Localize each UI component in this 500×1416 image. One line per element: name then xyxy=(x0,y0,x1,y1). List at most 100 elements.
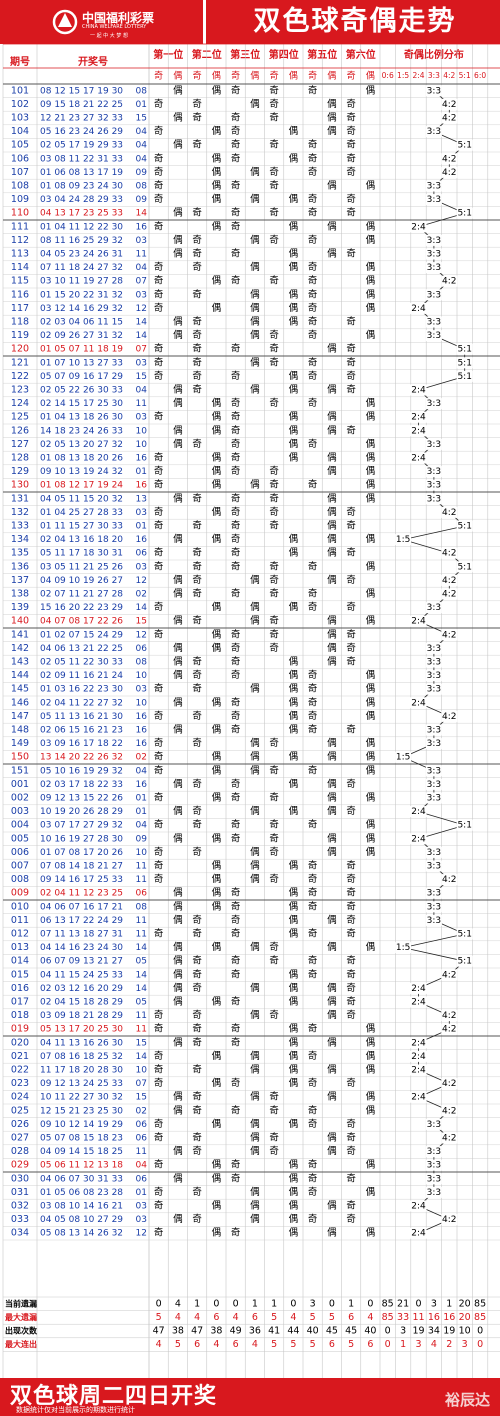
odd-mark: 奇 xyxy=(192,492,202,504)
blue-ball-cell: 16 xyxy=(136,739,148,749)
even-mark: 偶 xyxy=(212,792,222,804)
blue-ball-cell: 15 xyxy=(136,372,147,382)
blue-ball-cell: 16 xyxy=(136,712,148,722)
period-cell: 130 xyxy=(11,480,29,491)
blue-ball-cell: 15 xyxy=(136,1038,147,1048)
odd-mark: 奇 xyxy=(192,588,202,600)
odd-mark: 奇 xyxy=(231,955,241,967)
stat-value: 4 xyxy=(233,1312,239,1323)
stat-value: 10 xyxy=(459,1326,471,1337)
even-mark: 偶 xyxy=(366,764,376,776)
ratio-mark-bg xyxy=(456,139,473,151)
period-cell: 143 xyxy=(11,657,29,668)
even-mark: 偶 xyxy=(212,1227,222,1239)
even-mark: 偶 xyxy=(327,1009,337,1021)
odd-mark: 奇 xyxy=(308,683,318,695)
even-mark: 偶 xyxy=(250,615,260,627)
ratio-mark-bg xyxy=(425,846,442,858)
odd-mark: 奇 xyxy=(346,384,356,396)
even-mark: 偶 xyxy=(327,533,337,545)
odd-mark: 奇 xyxy=(269,955,279,967)
ratio-mark: 2:4 xyxy=(411,413,426,423)
period-cell: 148 xyxy=(11,725,29,736)
odd-mark: 奇 xyxy=(231,996,241,1008)
odd-mark: 奇 xyxy=(269,792,279,804)
even-mark: 偶 xyxy=(327,1145,337,1157)
even-mark: 偶 xyxy=(289,996,299,1008)
even-mark: 偶 xyxy=(250,316,260,328)
numbers-cell: 01 04 11 12 22 30 xyxy=(40,222,123,232)
period-cell: 027 xyxy=(11,1133,29,1144)
odd-mark: 奇 xyxy=(308,860,318,872)
even-mark: 偶 xyxy=(212,996,222,1008)
odd-mark: 奇 xyxy=(231,1104,241,1116)
ratio-mark-bg xyxy=(410,996,427,1008)
ratio-mark: 2:4 xyxy=(411,1038,426,1048)
blue-ball-cell: 14 xyxy=(136,318,148,328)
ratio-mark-bg xyxy=(441,1132,458,1144)
even-mark: 偶 xyxy=(366,710,376,722)
ratio-mark-bg xyxy=(425,438,442,450)
odd-mark: 奇 xyxy=(192,669,202,681)
even-mark: 偶 xyxy=(289,1200,299,1212)
period-cell: 016 xyxy=(11,983,29,994)
ratio-mark-bg xyxy=(425,479,442,491)
ratio-trend-line xyxy=(403,933,465,948)
odd-mark: 奇 xyxy=(269,465,279,477)
stat-value: 3 xyxy=(462,1339,468,1350)
odd-mark: 奇 xyxy=(269,588,279,600)
odd-mark: 奇 xyxy=(308,207,318,219)
numbers-header: 开奖号 xyxy=(78,55,108,68)
even-mark: 偶 xyxy=(173,996,183,1008)
ratio-mark: 3:3 xyxy=(427,127,441,137)
stat-value: 49 xyxy=(230,1326,242,1337)
blue-ball-cell: 11 xyxy=(136,862,147,872)
stat-value: 4 xyxy=(156,1339,162,1350)
odd-mark: 奇 xyxy=(231,560,241,572)
even-mark: 偶 xyxy=(173,642,183,654)
odd-mark: 奇 xyxy=(231,1159,241,1171)
blue-ball-cell: 14 xyxy=(136,970,148,980)
odd-mark: 奇 xyxy=(308,275,318,287)
ratio-mark-bg xyxy=(425,914,442,926)
even-mark: 偶 xyxy=(289,452,299,464)
numbers-cell: 05 07 08 15 18 23 xyxy=(40,1134,123,1144)
stat-value: 3 xyxy=(415,1339,421,1350)
even-subheader: 偶 xyxy=(212,70,221,82)
even-mark: 偶 xyxy=(250,1200,260,1212)
numbers-cell: 04 11 13 16 26 30 xyxy=(40,1038,123,1048)
stat-value: 85 xyxy=(382,1298,394,1309)
even-mark: 偶 xyxy=(327,411,337,423)
period-cell: 102 xyxy=(11,99,29,110)
even-mark: 偶 xyxy=(366,588,376,600)
ratio-mark-bg xyxy=(456,955,473,967)
ratio-mark: 3:3 xyxy=(427,290,441,300)
numbers-cell: 01 15 20 22 31 32 xyxy=(40,290,123,300)
numbers-cell: 01 11 15 27 30 33 xyxy=(40,522,123,532)
ratio-mark: 3:3 xyxy=(427,739,441,749)
ratio-mark: 3:3 xyxy=(427,1120,441,1130)
even-mark: 偶 xyxy=(289,778,299,790)
ratio-mark-bg xyxy=(441,1023,458,1035)
odd-mark: 奇 xyxy=(346,900,356,912)
even-mark: 偶 xyxy=(327,343,337,355)
odd-mark: 奇 xyxy=(231,152,241,164)
odd-mark: 奇 xyxy=(269,98,279,110)
numbers-cell: 03 12 14 16 29 32 xyxy=(40,304,123,314)
odd-mark: 奇 xyxy=(346,628,356,640)
odd-mark: 奇 xyxy=(308,261,318,273)
odd-mark: 奇 xyxy=(308,479,318,491)
period-cell: 024 xyxy=(11,1092,29,1103)
odd-mark: 奇 xyxy=(308,1023,318,1035)
period-cell: 146 xyxy=(11,697,29,708)
numbers-cell: 07 11 13 18 27 31 xyxy=(40,930,123,940)
stat-value: 2 xyxy=(446,1339,452,1350)
blue-ball-cell: 08 xyxy=(136,86,148,96)
even-mark: 偶 xyxy=(212,302,222,314)
stat-label: 最大连出 xyxy=(5,1339,37,1349)
odd-mark: 奇 xyxy=(192,683,202,695)
odd-mark: 奇 xyxy=(154,411,164,423)
ratio-mark: 4:2 xyxy=(442,154,456,164)
odd-mark: 奇 xyxy=(192,1091,202,1103)
blue-ball-cell: 01 xyxy=(136,467,147,477)
